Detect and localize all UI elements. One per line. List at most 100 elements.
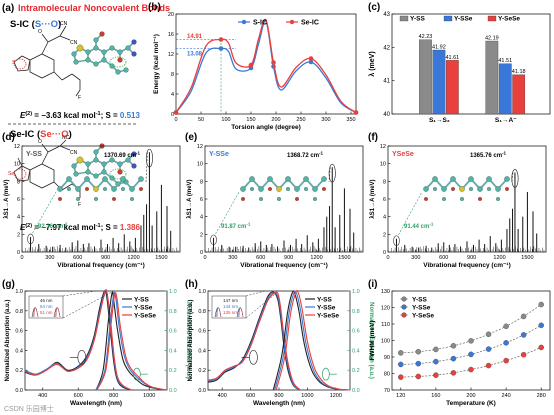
atom <box>109 175 115 181</box>
atom <box>138 176 144 182</box>
atom <box>496 197 500 201</box>
y-tick-label: 6 <box>383 197 386 203</box>
x-tick-label: 0 <box>203 255 206 261</box>
x-tick-label: 300 <box>411 255 420 261</box>
atom <box>71 51 77 57</box>
y-axis-label: λS1→A (meV) <box>4 179 10 218</box>
atom <box>322 187 326 191</box>
peak-low-label: 91.87 cm-1 <box>221 222 251 231</box>
y-tick-label: 4 <box>171 92 174 98</box>
data-point <box>415 373 422 380</box>
panel-a-title: Intramolecular Noncovalent Bonds <box>18 3 170 13</box>
data-point <box>450 355 457 362</box>
x-tick-label: 50 <box>198 117 204 123</box>
y-tick-label: 0.0 <box>15 388 23 394</box>
y-tick-label: 12 <box>168 52 174 58</box>
data-point <box>415 360 422 367</box>
atom <box>117 49 123 55</box>
peak-high-label: 1368.72 cm-1 <box>287 151 324 160</box>
y2-tick-label: 1.0 <box>352 289 360 295</box>
series-line-Y-SS-em <box>272 290 348 391</box>
y-tick-label: 4 <box>17 215 20 221</box>
y-tick-label: 2 <box>383 232 386 238</box>
y-axis-label: Normalized Absorption (a.u.) <box>188 300 194 382</box>
atom <box>109 157 115 163</box>
atom <box>125 157 131 163</box>
atom <box>294 186 300 192</box>
category-label: S₁→S₃ <box>429 117 450 124</box>
category-label: S₁→A⁻ <box>495 117 517 124</box>
panel-h-letter: (h) <box>185 279 198 290</box>
atom <box>66 176 72 182</box>
x-tick-label: 280 <box>537 393 546 399</box>
data-point <box>520 313 527 320</box>
atom <box>101 49 107 55</box>
atom <box>123 67 129 73</box>
atom <box>441 186 447 192</box>
plot-frame <box>391 13 551 115</box>
series-line-Y-SeSe-em <box>275 289 351 391</box>
s-ic-structure <box>13 25 81 97</box>
atom <box>450 176 456 182</box>
y-tick-label: 70 <box>384 388 390 394</box>
atom <box>76 44 84 52</box>
legend-label: Y-SeSe <box>498 16 520 23</box>
atom <box>94 197 98 201</box>
y-tick-label: 0.0 <box>198 388 206 394</box>
data-point <box>248 62 254 68</box>
atom <box>75 186 81 192</box>
panel-h: 400 600 800 1000 1200 0.0 0.2 0.4 0.6 0.8 1.0 0.0 0.… <box>188 289 374 407</box>
inset-label: 46 nm <box>40 298 53 303</box>
y-tick-label: 0 <box>17 250 20 256</box>
atom <box>312 186 318 192</box>
inset-curve <box>238 307 244 318</box>
panel-d-letter: (d) <box>2 132 15 143</box>
atom <box>495 186 501 192</box>
atom <box>486 176 492 182</box>
connector-line <box>511 172 514 183</box>
atom <box>73 171 79 177</box>
annotation: 13.08 <box>187 52 203 58</box>
abs-marker <box>77 349 87 365</box>
se-ic-nc-label: NC <box>62 135 70 141</box>
atom <box>57 186 63 192</box>
atom <box>504 176 510 182</box>
atom <box>469 187 473 191</box>
panel-e: 0 300 600 900 1200 1500 0 2 4 6 8 10 12 Vibrational f… <box>187 144 364 269</box>
data-point <box>538 301 544 308</box>
inset-connector <box>62 290 114 319</box>
atom <box>102 176 108 182</box>
atom <box>93 186 99 192</box>
atom <box>250 187 254 191</box>
data-point <box>503 357 509 364</box>
y-tick-label: 10 <box>14 162 20 168</box>
atom <box>258 186 264 192</box>
atom <box>93 157 99 163</box>
x-tick-label: 1500 <box>521 255 533 261</box>
atom <box>442 197 446 201</box>
series-line-Y-SeSe-em <box>96 292 168 391</box>
bar-Y-SSe <box>498 63 512 115</box>
panel-b-letter: (b) <box>148 2 161 13</box>
data-point <box>173 110 179 115</box>
x-tick-label: 400 <box>218 393 227 399</box>
atom <box>295 197 299 201</box>
atom <box>131 51 137 57</box>
series-line-Y-SeSe-abs <box>207 291 301 391</box>
atom <box>240 186 246 192</box>
peak-low-marker <box>393 235 400 247</box>
bar-value-label: 41.18 <box>512 69 526 75</box>
atom <box>101 161 107 167</box>
atom <box>58 197 62 201</box>
atom <box>304 187 308 191</box>
atom <box>101 57 107 63</box>
legend-label: Y-SSe <box>454 16 473 23</box>
atom <box>459 186 465 192</box>
panel-g: 400 600 800 1000 0.0 0.2 0.4 0.6 0.8 1.0 0.0 0.2 0.4… <box>5 289 191 407</box>
bar-value-label: 41.92 <box>432 45 446 51</box>
x-tick-label: 1200 <box>493 255 505 261</box>
y-tick-label: 110 <box>381 322 390 328</box>
x-tick-label: 200 <box>466 393 475 399</box>
data-point <box>308 56 314 61</box>
data-point <box>485 346 492 352</box>
